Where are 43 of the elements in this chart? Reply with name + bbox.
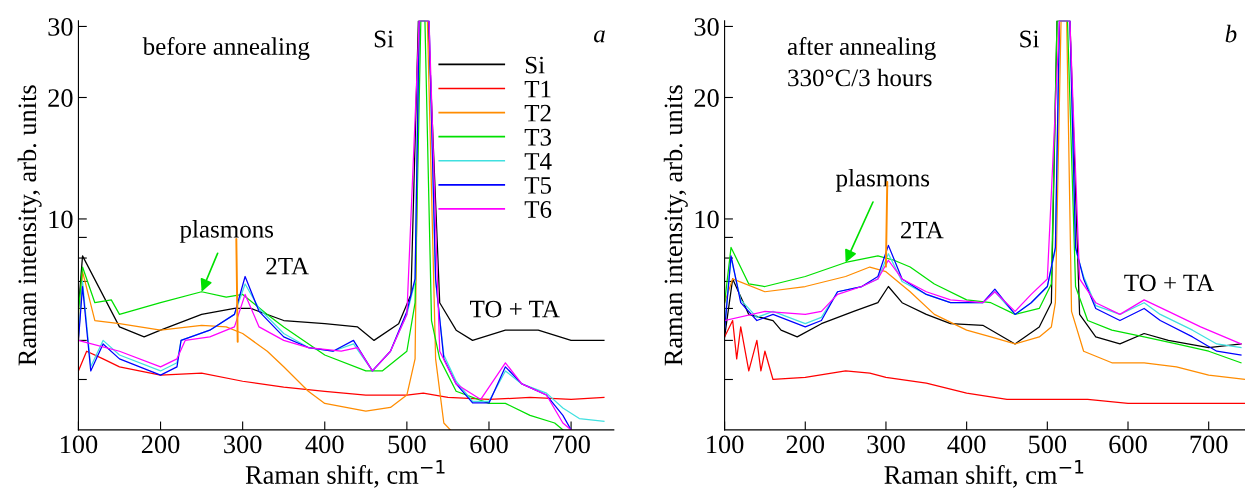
- x-tick-label: 300: [224, 435, 262, 454]
- annotation: plasmons: [179, 220, 274, 243]
- legend-label: T1: [524, 80, 551, 98]
- y-tick-label: 10: [695, 210, 719, 229]
- x-tick-label: 100: [707, 435, 744, 454]
- x-tick-label: 400: [305, 435, 344, 454]
- x-tick-label: 400: [947, 435, 986, 454]
- y-tick-label: 20: [48, 89, 73, 107]
- x-axis-title: Raman shift, cm$^{−1}$: [884, 460, 1084, 488]
- annotation: TO + TA: [1124, 274, 1215, 292]
- x-tick-label: 200: [141, 435, 180, 454]
- x-axis-title: Raman shift, cm$^{−1}$: [245, 460, 445, 488]
- annotation: after annealing 330°C/3 hours: [787, 37, 936, 87]
- annotation: b: [1225, 24, 1237, 43]
- y-axis-title: Raman intensity, arb. units: [17, 85, 42, 366]
- x-tick-label: 300: [867, 435, 905, 454]
- y-tick-label: 10: [49, 210, 73, 229]
- annotation: plasmons: [835, 168, 930, 192]
- x-tick-label: 500: [388, 435, 426, 454]
- legend-label: T3: [524, 128, 552, 146]
- y-tick-label: 20: [694, 89, 719, 107]
- annotation: before annealing: [142, 37, 310, 61]
- annotation: Si: [1020, 30, 1039, 48]
- x-tick-label: 500: [1029, 435, 1067, 454]
- legend-label: T5: [524, 177, 552, 194]
- x-tick-label: 700: [553, 435, 590, 454]
- annotation: TO + TA: [470, 300, 560, 318]
- annotation: Si: [374, 30, 394, 48]
- legend-label: T2: [524, 104, 551, 122]
- x-tick-label: 600: [470, 435, 508, 454]
- y-axis-title: Raman intensity, arb. units: [663, 85, 688, 366]
- x-tick-label: 100: [60, 435, 98, 454]
- legend-label: T6: [524, 201, 552, 218]
- legend-label: T4: [524, 153, 552, 170]
- annotation: 2TA: [266, 257, 309, 275]
- x-tick-label: 700: [1190, 435, 1228, 454]
- legend-label: Si: [525, 56, 545, 74]
- y-tick-label: 30: [48, 18, 73, 36]
- x-tick-label: 600: [1109, 435, 1147, 454]
- annotation: a: [594, 30, 605, 43]
- x-tick-label: 200: [786, 435, 825, 454]
- y-tick-label: 30: [694, 18, 719, 36]
- annotation: 2TA: [901, 221, 944, 239]
